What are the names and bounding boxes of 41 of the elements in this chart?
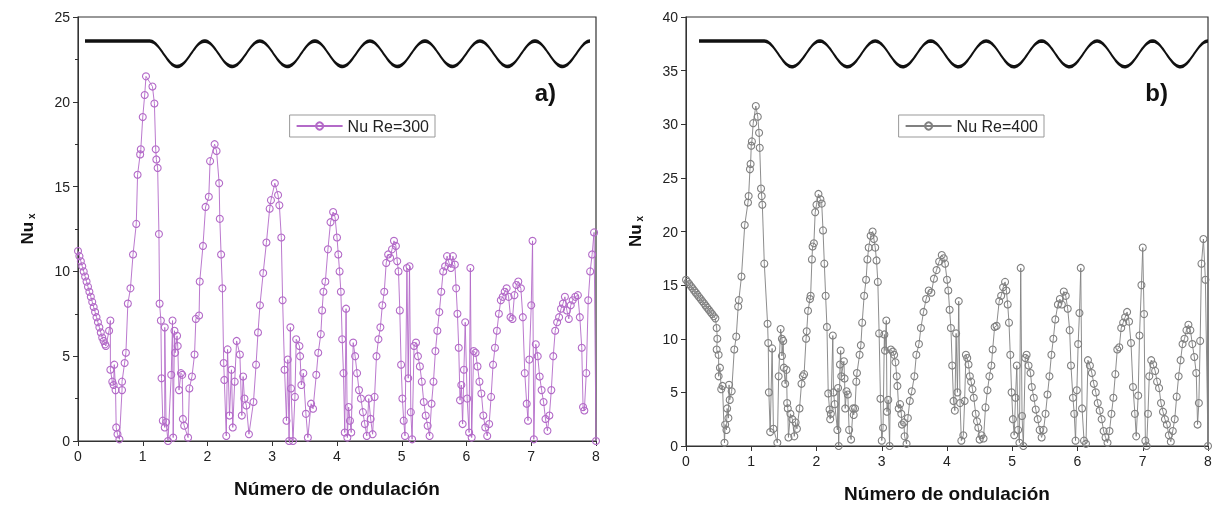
x-tick-label: 1 xyxy=(747,453,756,469)
x-tick-label: 6 xyxy=(1073,453,1082,469)
x-tick-label: 3 xyxy=(877,453,886,469)
x-tick-label: 7 xyxy=(1138,453,1147,469)
y-tick-label: 15 xyxy=(54,178,71,195)
x-axis-title: Número de ondulación xyxy=(234,478,440,499)
x-tick-label: 0 xyxy=(74,448,83,464)
y-tick-label: 20 xyxy=(662,223,679,240)
y-axis-title: Nux xyxy=(625,215,645,248)
x-tick-label: 7 xyxy=(527,448,536,464)
legend-label: Nu Re=300 xyxy=(347,117,430,135)
x-tick-label: 8 xyxy=(592,448,601,464)
y-tick-label: 30 xyxy=(662,116,679,133)
x-tick-label: 5 xyxy=(397,448,406,464)
y-tick-label: 5 xyxy=(62,348,71,365)
x-tick-label: 0 xyxy=(682,453,691,469)
legend-label: Nu Re=400 xyxy=(956,117,1039,135)
y-tick-label: 15 xyxy=(662,277,679,294)
x-tick-label: 6 xyxy=(462,448,471,464)
y-tick-label: 25 xyxy=(662,169,679,186)
x-tick-label: 4 xyxy=(333,448,342,464)
x-tick-label: 2 xyxy=(812,453,821,469)
y-tick-label: 0 xyxy=(62,433,71,449)
annotation: b) xyxy=(1145,78,1168,106)
y-tick-label: 20 xyxy=(54,93,71,110)
x-tick-label: 2 xyxy=(203,448,212,464)
y-tick-label: 40 xyxy=(662,9,679,25)
y-tick-label: 5 xyxy=(670,384,679,401)
x-tick-label: 1 xyxy=(138,448,147,464)
annotation: a) xyxy=(534,78,556,106)
x-tick-label: 4 xyxy=(943,453,952,469)
x-tick-label: 3 xyxy=(268,448,277,464)
y-tick-label: 0 xyxy=(670,438,679,454)
y-tick-label: 10 xyxy=(54,263,71,280)
x-axis-title: Número de ondulación xyxy=(844,483,1050,504)
y-tick-label: 10 xyxy=(662,330,679,347)
x-tick-label: 5 xyxy=(1008,453,1017,469)
y-axis-title: Nux xyxy=(17,212,37,245)
x-tick-label: 8 xyxy=(1204,453,1213,469)
y-tick-label: 25 xyxy=(54,9,71,25)
y-tick-label: 35 xyxy=(662,62,679,79)
